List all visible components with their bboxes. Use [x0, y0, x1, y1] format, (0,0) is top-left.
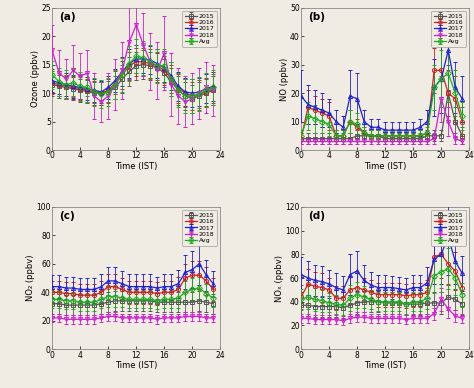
Text: (d): (d): [308, 211, 325, 221]
Y-axis label: NO (ppbv): NO (ppbv): [280, 57, 289, 100]
Y-axis label: NO₂ (ppbv): NO₂ (ppbv): [26, 255, 35, 301]
X-axis label: Time (IST): Time (IST): [364, 162, 406, 171]
Y-axis label: Ozone (ppbv): Ozone (ppbv): [31, 50, 40, 107]
X-axis label: Time (IST): Time (IST): [115, 361, 157, 370]
Y-axis label: NOₓ (ppbv): NOₓ (ppbv): [275, 255, 284, 301]
X-axis label: Time (IST): Time (IST): [115, 162, 157, 171]
Legend: 2015, 2016, 2017, 2018, Avg: 2015, 2016, 2017, 2018, Avg: [431, 210, 466, 246]
Text: (b): (b): [308, 12, 325, 22]
Text: (a): (a): [59, 12, 75, 22]
Legend: 2015, 2016, 2017, 2018, Avg: 2015, 2016, 2017, 2018, Avg: [182, 210, 217, 246]
Legend: 2015, 2016, 2017, 2018, Avg: 2015, 2016, 2017, 2018, Avg: [182, 11, 217, 47]
Legend: 2015, 2016, 2017, 2018, Avg: 2015, 2016, 2017, 2018, Avg: [431, 11, 466, 47]
X-axis label: Time (IST): Time (IST): [364, 361, 406, 370]
Text: (c): (c): [59, 211, 74, 221]
